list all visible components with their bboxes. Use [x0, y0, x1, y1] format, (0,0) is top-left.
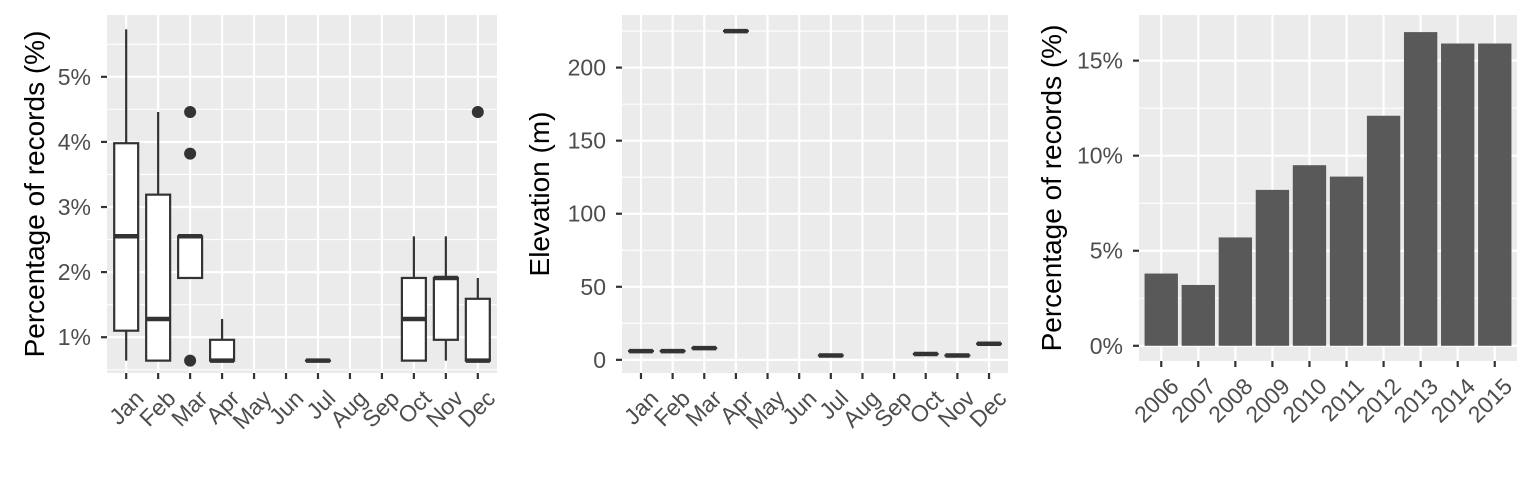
y-tick-label: 5%: [1090, 238, 1123, 264]
box-body: [464, 297, 491, 362]
box-jan: [113, 29, 140, 361]
month-percentage-boxplot: 1%2%3%4%5%JanFebMarAprMayJunJulAugSepOct…: [19, 15, 500, 434]
y-tick-label: 0%: [1090, 333, 1123, 359]
bar-2012: [1366, 115, 1401, 346]
month-elevation-boxplot: 050100150200JanFebMarAprMayJunJulAugSepO…: [524, 15, 1011, 434]
y-axis-title: Percentage of records (%): [19, 31, 50, 358]
y-tick-label: 50: [580, 274, 606, 300]
y-tick-label: 2%: [58, 259, 91, 285]
y-tick-label: 15%: [1077, 48, 1123, 74]
box-oct: [400, 236, 427, 362]
box-feb: [145, 111, 172, 362]
y-tick-label: 1%: [58, 324, 91, 350]
plot-layer: 050100150200JanFebMarAprMayJunJulAugSepO…: [568, 15, 1011, 434]
panel-background: [622, 15, 1008, 373]
y-tick-label: 4%: [58, 129, 91, 155]
panel-background: [107, 15, 497, 373]
y-tick-label: 0: [593, 347, 606, 373]
bar-2015: [1478, 43, 1512, 346]
bar-2010: [1292, 165, 1327, 346]
box-nov: [432, 236, 459, 361]
y-tick-label: 150: [568, 128, 606, 154]
bar-2009: [1255, 189, 1290, 346]
box-mar: [177, 105, 204, 367]
box-body: [177, 235, 204, 280]
y-tick-label: 100: [568, 201, 606, 227]
box-body: [145, 193, 172, 362]
plot-layer: 1%2%3%4%5%JanFebMarAprMayJunJulAugSepOct…: [58, 15, 500, 434]
bar-2006: [1144, 273, 1178, 346]
box-dec: [464, 105, 491, 363]
plot-layer: 0%5%10%15%200620072008200920102011201220…: [1077, 15, 1517, 428]
y-tick-label: 10%: [1077, 143, 1123, 169]
box-apr: [208, 318, 236, 363]
outlier-point: [184, 147, 197, 160]
box-body: [432, 276, 459, 341]
box-body: [208, 338, 236, 362]
bar-2011: [1329, 176, 1364, 346]
y-tick-label: 3%: [58, 194, 91, 220]
bar-2013: [1403, 32, 1438, 346]
y-axis-title: Percentage of records (%): [1036, 25, 1067, 352]
year-percentage-barchart: 0%5%10%15%200620072008200920102011201220…: [1036, 15, 1517, 428]
outlier-point: [184, 354, 197, 367]
outlier-point: [184, 105, 197, 118]
y-tick-label: 200: [568, 55, 606, 81]
bar-2007: [1181, 284, 1215, 346]
bar-2014: [1441, 43, 1475, 346]
bar-2008: [1218, 237, 1253, 346]
outlier-point: [471, 105, 484, 118]
y-tick-label: 5%: [58, 64, 91, 90]
y-axis-title: Elevation (m): [524, 112, 555, 277]
